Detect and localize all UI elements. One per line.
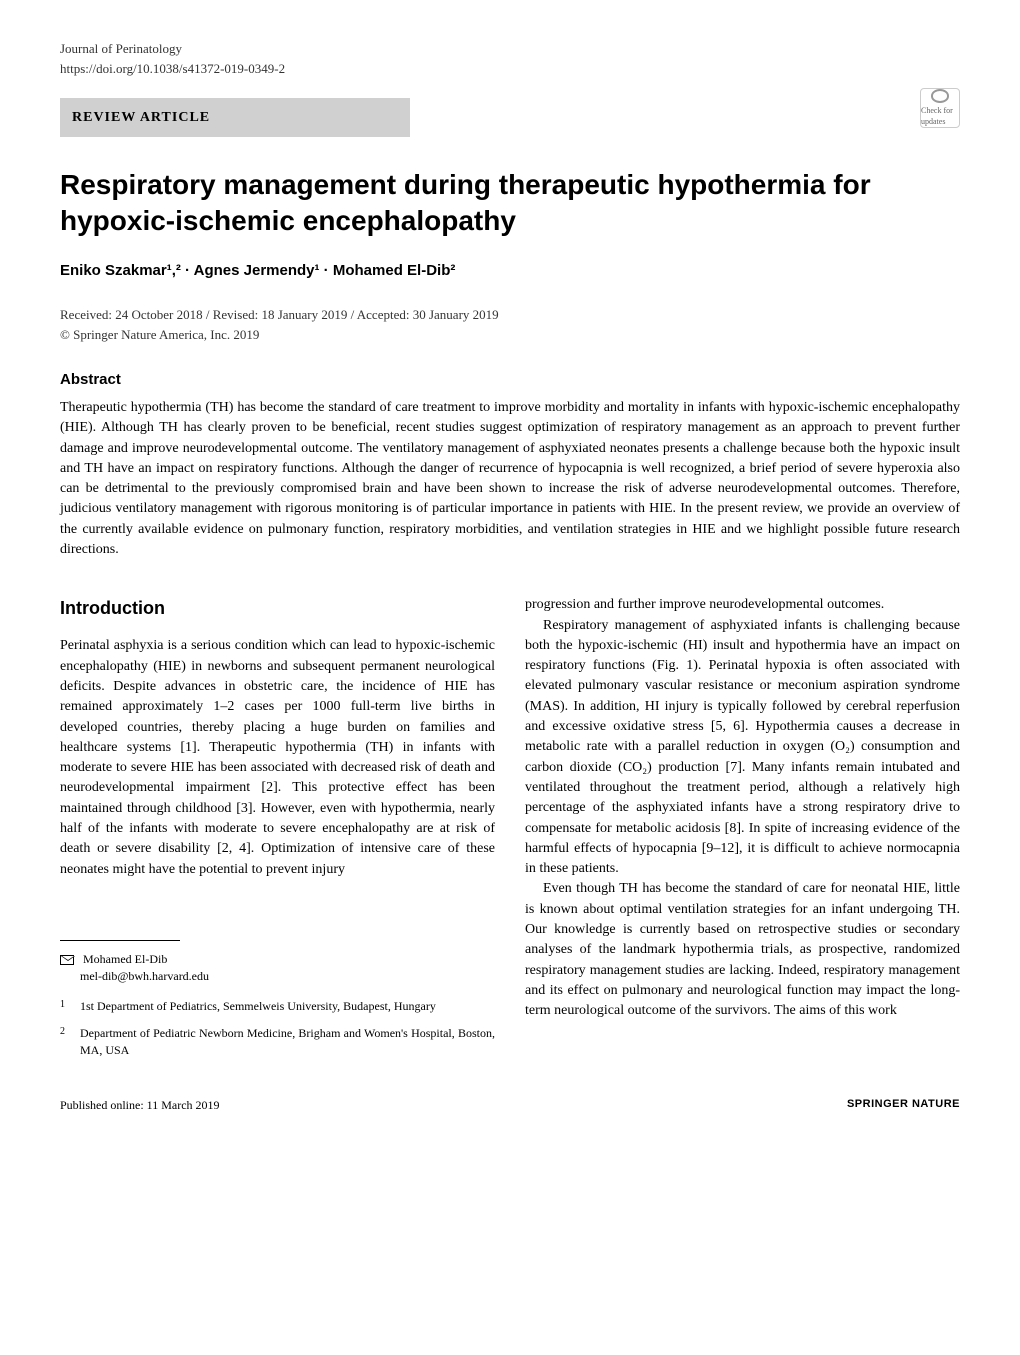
check-updates-label: Check for updates xyxy=(921,105,959,127)
article-dates: Received: 24 October 2018 / Revised: 18 … xyxy=(60,306,960,324)
page-footer: Published online: 11 March 2019 SPRINGER… xyxy=(60,1097,960,1114)
authors-list: Eniko Szakmar¹,² · Agnes Jermendy¹ · Moh… xyxy=(60,260,960,281)
body-columns: Introduction Perinatal asphyxia is a ser… xyxy=(60,595,960,1067)
right-column: progression and further improve neurodev… xyxy=(525,595,960,1067)
affiliation-text: 1st Department of Pediatrics, Semmelweis… xyxy=(80,998,436,1017)
corresponding-name: Mohamed El-Dib xyxy=(83,952,167,966)
copyright-notice: © Springer Nature America, Inc. 2019 xyxy=(60,326,960,344)
article-type-bar: REVIEW ARTICLE xyxy=(60,98,410,136)
envelope-icon xyxy=(60,955,74,965)
intro-paragraph-3: Even though TH has become the standard o… xyxy=(525,879,960,1021)
intro-paragraph-1-cont: progression and further improve neurodev… xyxy=(525,595,960,615)
affiliation-number: 1 xyxy=(60,998,80,1017)
abstract-heading: Abstract xyxy=(60,369,960,390)
check-updates-badge[interactable]: Check for updates xyxy=(920,88,960,128)
affiliation-2: 2 Department of Pediatric Newborn Medici… xyxy=(60,1025,495,1060)
left-column: Introduction Perinatal asphyxia is a ser… xyxy=(60,595,495,1067)
footnote-separator xyxy=(60,940,180,941)
published-date: Published online: 11 March 2019 xyxy=(60,1097,220,1114)
article-type-label: REVIEW ARTICLE xyxy=(72,110,210,125)
doi-link[interactable]: https://doi.org/10.1038/s41372-019-0349-… xyxy=(60,60,960,78)
intro-paragraph-1: Perinatal asphyxia is a serious conditio… xyxy=(60,636,495,880)
affiliation-number: 2 xyxy=(60,1025,80,1060)
article-title: Respiratory management during therapeuti… xyxy=(60,167,960,240)
affiliation-1: 1 1st Department of Pediatrics, Semmelwe… xyxy=(60,998,495,1017)
introduction-heading: Introduction xyxy=(60,595,495,621)
publisher-name: SPRINGER NATURE xyxy=(847,1097,960,1114)
check-updates-icon xyxy=(931,89,949,103)
abstract-text: Therapeutic hypothermia (TH) has become … xyxy=(60,398,960,560)
affiliations-list: 1 1st Department of Pediatrics, Semmelwe… xyxy=(60,998,495,1060)
affiliation-text: Department of Pediatric Newborn Medicine… xyxy=(80,1025,495,1060)
corresponding-author: Mohamed El-Dib mel-dib@bwh.harvard.edu xyxy=(60,951,495,986)
corresponding-email[interactable]: mel-dib@bwh.harvard.edu xyxy=(80,969,209,983)
journal-name: Journal of Perinatology xyxy=(60,40,960,58)
intro-paragraph-2: Respiratory management of asphyxiated in… xyxy=(525,616,960,880)
